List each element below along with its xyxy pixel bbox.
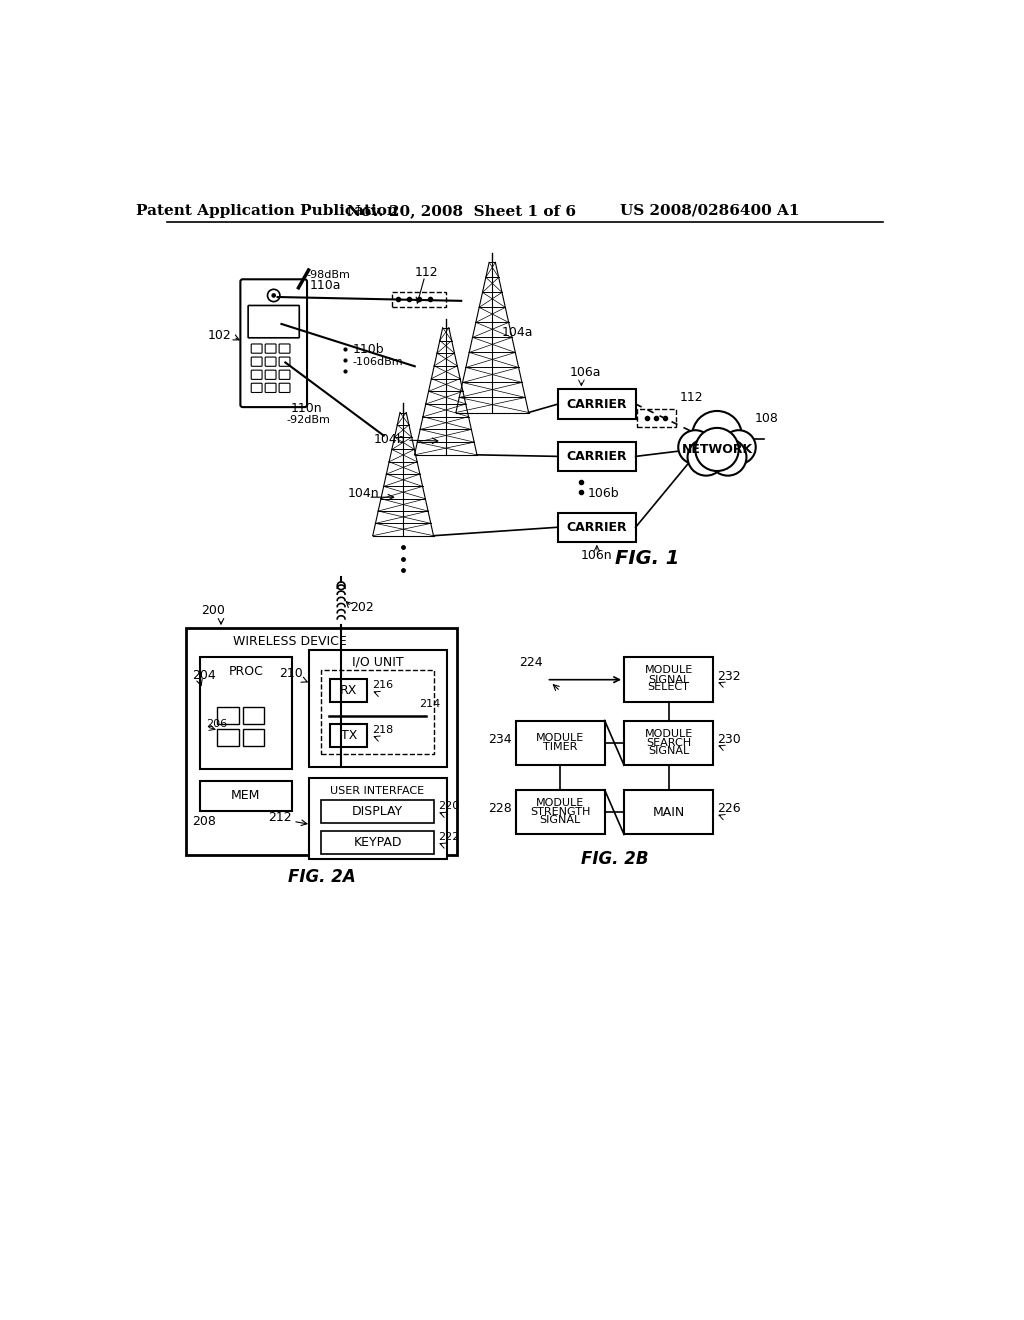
Text: STRENGTH: STRENGTH: [529, 807, 590, 817]
Text: 200: 200: [202, 605, 225, 618]
Text: 106b: 106b: [588, 487, 620, 500]
Text: MODULE: MODULE: [644, 665, 692, 676]
Text: RX: RX: [340, 684, 357, 697]
Circle shape: [271, 293, 276, 298]
Text: MODULE: MODULE: [536, 797, 584, 808]
Bar: [321, 800, 434, 822]
Text: SIGNAL: SIGNAL: [648, 675, 689, 685]
Text: -98dBm: -98dBm: [306, 269, 350, 280]
Bar: [624, 789, 713, 834]
Bar: [515, 789, 604, 834]
Text: FIG. 2B: FIG. 2B: [581, 850, 648, 869]
Bar: [186, 628, 458, 855]
Text: 214: 214: [419, 698, 440, 709]
Text: SIGNAL: SIGNAL: [540, 814, 581, 825]
Text: 112: 112: [415, 265, 438, 279]
Text: 106a: 106a: [569, 366, 601, 379]
Bar: [243, 708, 264, 725]
Bar: [331, 678, 368, 702]
Text: 206: 206: [206, 718, 227, 729]
Text: MODULE: MODULE: [536, 733, 584, 743]
Text: 110a: 110a: [310, 280, 342, 292]
Circle shape: [695, 428, 738, 471]
Circle shape: [687, 438, 725, 475]
Text: 234: 234: [488, 733, 512, 746]
Text: 110n: 110n: [291, 403, 323, 416]
Text: 232: 232: [717, 669, 740, 682]
Text: 216: 216: [372, 680, 393, 690]
Text: FIG. 1: FIG. 1: [615, 549, 680, 569]
Text: KEYPAD: KEYPAD: [353, 836, 401, 849]
Text: WIRELESS DEVICE: WIRELESS DEVICE: [232, 635, 346, 648]
Bar: [243, 729, 264, 746]
Text: 104a: 104a: [502, 326, 534, 338]
Bar: [200, 780, 292, 812]
Bar: [321, 830, 434, 854]
Text: 222: 222: [438, 832, 460, 842]
Text: TIMER: TIMER: [543, 742, 578, 752]
Bar: [321, 669, 434, 755]
Bar: [217, 708, 239, 725]
Bar: [637, 409, 676, 428]
Text: 228: 228: [487, 803, 512, 816]
FancyBboxPatch shape: [241, 280, 307, 407]
Text: 218: 218: [372, 725, 393, 735]
Text: MEM: MEM: [231, 789, 260, 803]
Bar: [515, 721, 604, 766]
Text: -92dBm: -92dBm: [287, 416, 331, 425]
Bar: [217, 729, 239, 746]
Text: MODULE: MODULE: [644, 729, 692, 739]
Text: 212: 212: [268, 810, 292, 824]
Bar: [200, 657, 292, 770]
Text: 110b: 110b: [352, 343, 384, 356]
Text: MAIN: MAIN: [652, 805, 685, 818]
Text: 224: 224: [519, 656, 543, 669]
Bar: [558, 389, 636, 418]
Text: SEARCH: SEARCH: [646, 738, 691, 748]
Text: 210: 210: [279, 668, 302, 680]
Text: 112: 112: [679, 391, 703, 404]
Text: 204: 204: [193, 669, 216, 682]
Text: SELECT: SELECT: [647, 682, 689, 693]
Circle shape: [692, 411, 741, 461]
Text: US 2008/0286400 A1: US 2008/0286400 A1: [620, 203, 799, 218]
Text: 226: 226: [717, 803, 740, 816]
Text: 104n: 104n: [347, 487, 379, 500]
Circle shape: [678, 430, 713, 465]
Text: CARRIER: CARRIER: [566, 520, 627, 533]
Text: 102: 102: [207, 329, 231, 342]
Text: 106n: 106n: [581, 549, 612, 562]
Text: PROC: PROC: [228, 665, 263, 677]
Circle shape: [710, 438, 746, 475]
Bar: [624, 721, 713, 766]
Text: Nov. 20, 2008  Sheet 1 of 6: Nov. 20, 2008 Sheet 1 of 6: [347, 203, 575, 218]
Bar: [331, 723, 368, 747]
Text: FIG. 2A: FIG. 2A: [288, 867, 355, 886]
Circle shape: [722, 430, 756, 465]
Text: TX: TX: [341, 729, 357, 742]
Text: 230: 230: [717, 733, 740, 746]
Bar: [624, 657, 713, 702]
Text: CARRIER: CARRIER: [566, 397, 627, 411]
Text: I/O UNIT: I/O UNIT: [351, 656, 403, 668]
Text: 202: 202: [350, 601, 374, 614]
Text: 108: 108: [755, 412, 778, 425]
Text: 208: 208: [193, 816, 216, 828]
Text: NETWORK: NETWORK: [681, 444, 753, 455]
Text: CARRIER: CARRIER: [566, 450, 627, 463]
Text: SIGNAL: SIGNAL: [648, 746, 689, 755]
Bar: [308, 649, 446, 767]
Text: 104b: 104b: [374, 433, 406, 446]
Bar: [308, 779, 446, 859]
Text: USER INTERFACE: USER INTERFACE: [331, 785, 425, 796]
Text: 220: 220: [438, 801, 459, 810]
Bar: [558, 442, 636, 471]
Text: -106dBm: -106dBm: [352, 356, 403, 367]
Text: Patent Application Publication: Patent Application Publication: [136, 203, 398, 218]
Text: DISPLAY: DISPLAY: [352, 805, 403, 818]
Bar: [558, 512, 636, 543]
